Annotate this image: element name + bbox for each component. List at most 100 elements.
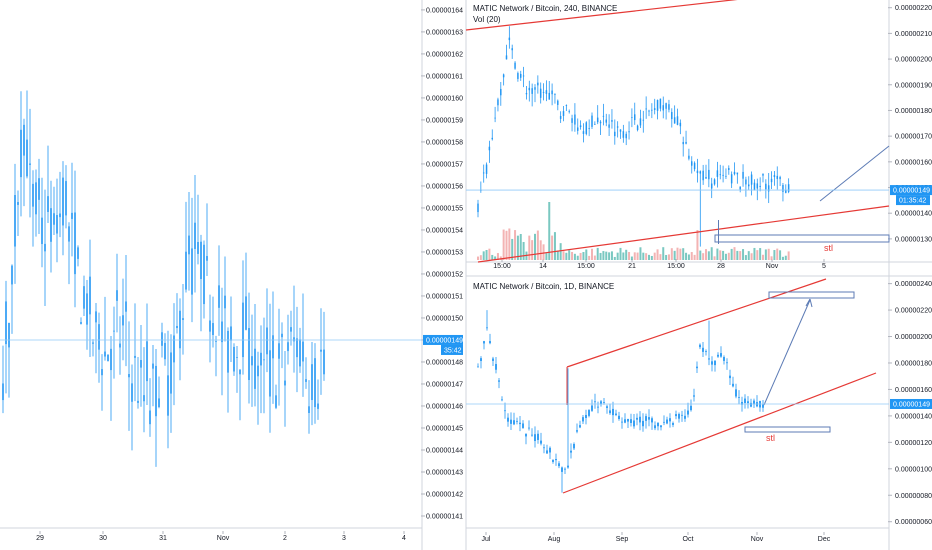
- candle-body: [608, 124, 610, 128]
- candle-body: [605, 119, 607, 123]
- candle-body: [612, 408, 614, 416]
- candle-body: [574, 114, 576, 125]
- candle-body: [501, 399, 503, 401]
- candle-body: [68, 226, 70, 242]
- candle-body: [642, 420, 644, 427]
- candle-body: [209, 320, 211, 332]
- volume-bar: [613, 256, 616, 260]
- candle-body: [625, 133, 627, 139]
- volume-bar: [770, 256, 773, 260]
- candle-body: [687, 410, 689, 415]
- volume-bar: [605, 251, 608, 260]
- candle-body: [702, 170, 704, 181]
- candle-body: [723, 357, 725, 361]
- candle-body: [14, 195, 16, 247]
- top-right-candles: [477, 26, 790, 247]
- candle-body: [152, 363, 154, 369]
- candle-body: [197, 241, 199, 254]
- volume-bar: [630, 256, 633, 260]
- volume-bar: [702, 253, 705, 260]
- candle-body: [559, 116, 562, 119]
- price-tick-label: 0.00000160: [426, 95, 463, 102]
- candle-body: [110, 348, 112, 371]
- volume-bar: [650, 255, 653, 260]
- volume-bar: [505, 230, 508, 260]
- candle-body: [666, 419, 668, 424]
- candle-body: [80, 322, 82, 324]
- candle-body: [320, 349, 322, 352]
- volume-bar: [716, 248, 719, 260]
- candle-body: [215, 340, 217, 342]
- volume-bar: [736, 250, 739, 260]
- candle-body: [539, 88, 542, 98]
- candle-body: [651, 109, 653, 111]
- candle-body: [668, 104, 670, 110]
- volume-bar: [491, 254, 494, 260]
- price-tick-label: 0.00000080: [895, 493, 932, 500]
- candle-body: [74, 212, 76, 275]
- upper-trendline: [465, 0, 738, 31]
- candle-body: [305, 379, 307, 382]
- candle-body: [708, 358, 710, 360]
- candle-body: [50, 208, 52, 242]
- volume-bar: [750, 253, 753, 260]
- upper-channel-line: [566, 278, 827, 368]
- volume-bar: [659, 254, 662, 260]
- volume-bar: [522, 241, 525, 260]
- volume-bar: [610, 251, 613, 260]
- candle-body: [555, 459, 557, 461]
- candle-body: [528, 87, 531, 91]
- candle-body: [537, 82, 539, 86]
- candle-body: [622, 131, 625, 138]
- candle-body: [621, 421, 623, 423]
- volume-bar: [667, 254, 670, 260]
- price-tick-label: 0.00000158: [426, 139, 463, 146]
- candle-body: [104, 351, 106, 357]
- candle-body: [742, 171, 744, 179]
- candle-body: [570, 450, 572, 453]
- candle-body: [507, 417, 509, 422]
- candle-body: [545, 90, 548, 94]
- price-tick-label: 0.00000151: [426, 293, 463, 300]
- price-tick-label: 0.00000164: [426, 7, 463, 14]
- candle-body: [510, 419, 512, 424]
- candle-body: [494, 117, 496, 119]
- volume-bar: [536, 230, 539, 260]
- time-tick-label: Nov: [766, 263, 779, 270]
- price-tick-label: 0.00000162: [426, 51, 463, 58]
- volume-bar: [508, 228, 511, 260]
- candle-body: [128, 374, 130, 378]
- time-tick-label: 15:00: [667, 263, 685, 270]
- candle-body: [750, 174, 753, 185]
- candle-body: [631, 116, 633, 118]
- volume-bar: [662, 247, 665, 260]
- candle-body: [785, 190, 787, 193]
- candle-body: [26, 139, 28, 177]
- candle-body: [730, 174, 733, 184]
- candle-body: [744, 398, 746, 403]
- volume-bar: [733, 247, 736, 260]
- candle-body: [266, 327, 268, 355]
- volume-bar: [494, 256, 497, 260]
- candle-body: [194, 222, 196, 249]
- candle-body: [483, 341, 485, 344]
- candle-body: [594, 401, 596, 403]
- volume-bar: [633, 252, 636, 260]
- price-tick-label: 0.00000141: [426, 513, 463, 520]
- price-tick-label: 0.00000200: [895, 57, 932, 64]
- candle-body: [125, 301, 127, 312]
- candle-body: [218, 285, 220, 308]
- candle-body: [602, 115, 605, 117]
- candle-body: [239, 369, 241, 375]
- candle-body: [600, 401, 602, 405]
- stop-loss-label: stl: [766, 433, 775, 443]
- candle-body: [263, 359, 265, 361]
- volume-bar: [642, 252, 645, 260]
- candle-body: [705, 351, 707, 352]
- candle-body: [173, 335, 175, 363]
- candle-body: [656, 100, 659, 111]
- candle-body: [679, 122, 682, 127]
- candle-body: [616, 126, 619, 128]
- price-tick-label: 0.00000160: [895, 159, 932, 166]
- price-tick-label: 0.00000060: [895, 519, 932, 526]
